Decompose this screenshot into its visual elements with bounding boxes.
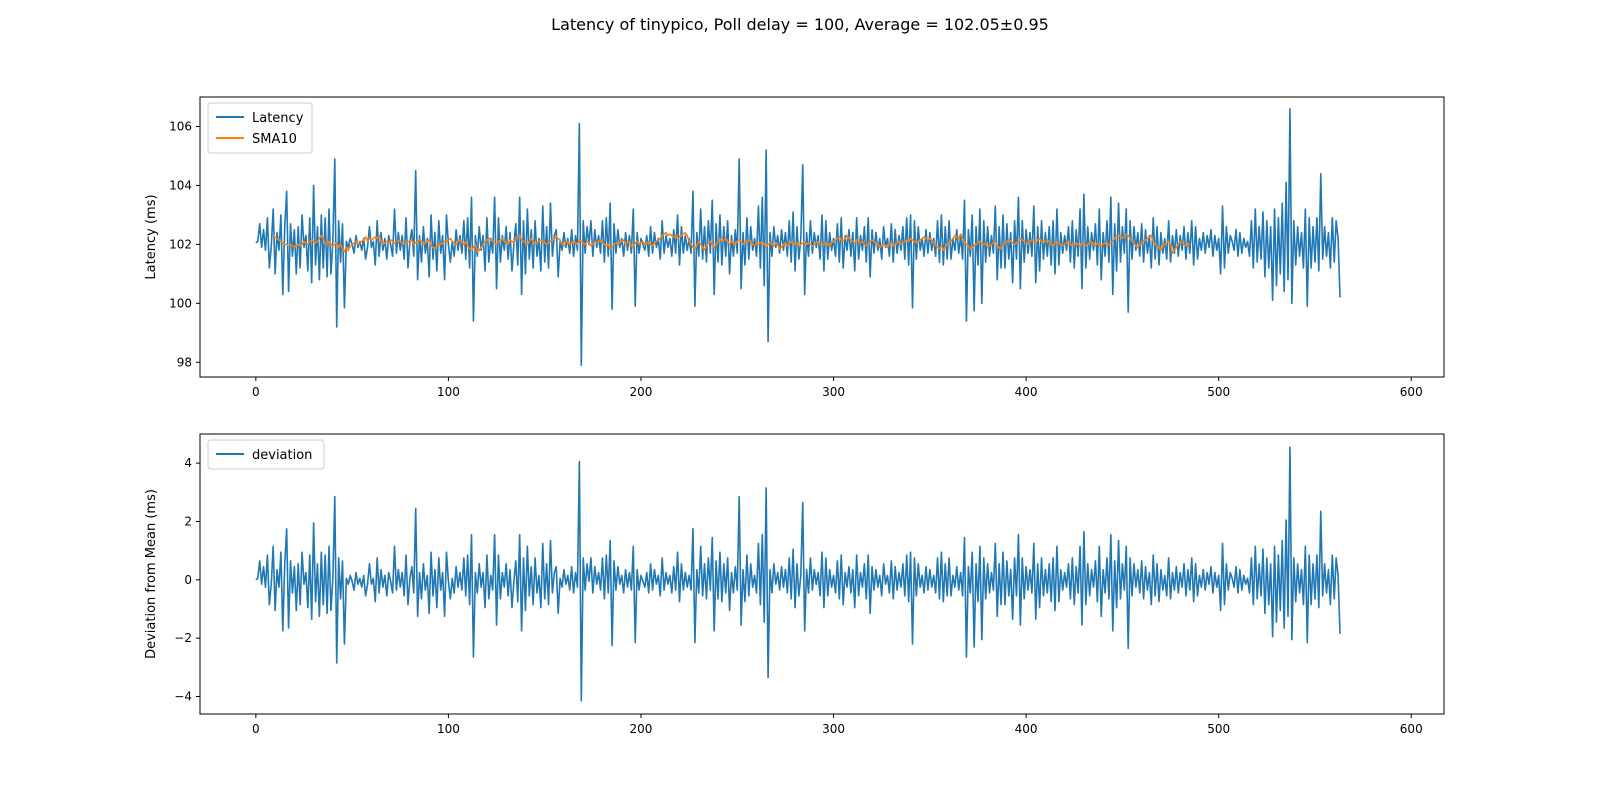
y-tick-label: 106 [169,119,192,133]
legend-entry-deviation: deviation [252,448,312,463]
y-tick-label: 2 [184,515,192,529]
deviation-axes: 0 100 200 300 400 500 600 −4 −2 0 2 4 Deviation from… [144,433,1445,736]
figure-title: Latency of tinypico, Poll delay = 100, A… [551,15,1049,34]
x-tick-label: 100 [437,722,460,736]
x-tick-label: 400 [1015,722,1038,736]
legend-entry-latency: Latency [252,111,304,126]
series-line-deviation [255,446,1341,702]
series-line-sma10 [272,231,1191,255]
x-tick-label: 200 [630,722,653,736]
x-tick-label: 200 [630,385,653,399]
x-tick-label: 600 [1400,722,1423,736]
y-tick-label: 0 [184,573,192,587]
y-tick-label: 4 [184,456,192,470]
series-line-latency [255,107,1341,367]
legend-entry-sma10: SMA10 [252,132,297,147]
y-tick-label: 102 [169,237,192,251]
y-tick-label: 104 [169,178,192,192]
x-tick-label: 0 [252,385,260,399]
y-tick-label: −2 [174,631,192,645]
y-tick-label: −4 [174,690,192,704]
y-axis-label: Deviation from Mean (ms) [144,489,159,659]
x-tick-label: 300 [822,385,845,399]
y-axis-label: Latency (ms) [144,194,159,279]
axes-frame [199,96,1445,378]
x-tick-label: 100 [437,385,460,399]
x-tick-label: 600 [1400,385,1423,399]
legend: Latency SMA10 [207,102,313,154]
axes-frame [199,433,1445,715]
x-tick-label: 400 [1015,385,1038,399]
latency-axes: 0 100 200 300 400 500 600 98 100 102 104 106 Latency… [144,96,1445,399]
legend: deviation [207,439,325,470]
y-tick-label: 100 [169,296,192,310]
x-tick-label: 0 [252,722,260,736]
y-tick-label: 98 [177,355,192,369]
x-tick-label: 500 [1207,385,1230,399]
x-tick-label: 300 [822,722,845,736]
x-tick-label: 500 [1207,722,1230,736]
